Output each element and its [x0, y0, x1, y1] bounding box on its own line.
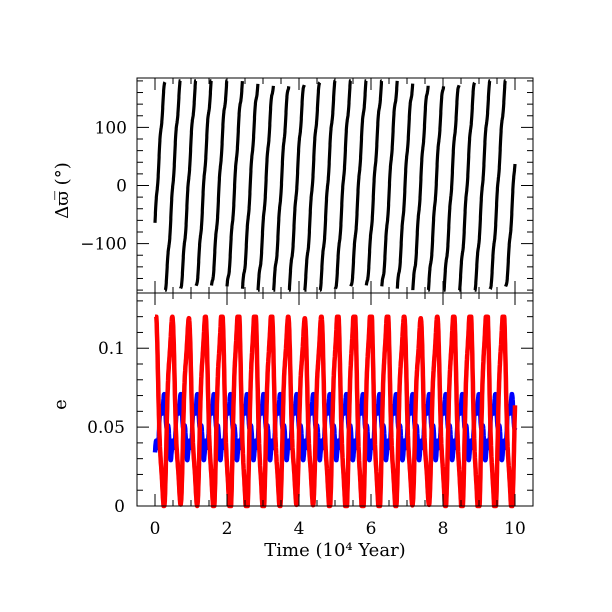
eccentricity-red-line — [152, 314, 518, 509]
bottom-y-tick-label: 0.05 — [87, 418, 125, 438]
top-y-tick-label: −100 — [80, 235, 127, 255]
top-panel: −100 0 100 Δϖ̅ (°) — [52, 77, 534, 294]
bottom-x-tick-label: 10 — [504, 519, 526, 539]
delta-varpi-series — [153, 79, 517, 292]
top-y-tick-label: 0 — [116, 177, 127, 197]
bottom-y-tick-label: 0.1 — [98, 339, 125, 359]
x-axis-label: Time (10⁴ Year) — [264, 540, 405, 561]
bottom-x-tick-label: 2 — [222, 519, 233, 539]
top-y-tick-label: 100 — [95, 118, 127, 138]
bottom-x-tick-label: 0 — [150, 519, 161, 539]
delta-varpi-line — [153, 79, 517, 292]
top-y-ticks — [137, 78, 533, 293]
bottom-y-tick-label: 0 — [114, 497, 125, 517]
bottom-panel: 0 0.05 0.1 0 2 4 6 8 10 Time (10⁴ Year) e — [50, 292, 534, 561]
top-y-axis-label: Δϖ̅ (°) — [52, 162, 73, 218]
bottom-x-tick-label: 6 — [366, 519, 377, 539]
eccentricity-red — [152, 314, 518, 509]
bottom-x-tick-label: 4 — [294, 519, 305, 539]
bottom-y-axis-label: e — [50, 399, 71, 410]
bottom-ticks — [137, 293, 533, 507]
bottom-x-tick-label: 8 — [438, 519, 449, 539]
